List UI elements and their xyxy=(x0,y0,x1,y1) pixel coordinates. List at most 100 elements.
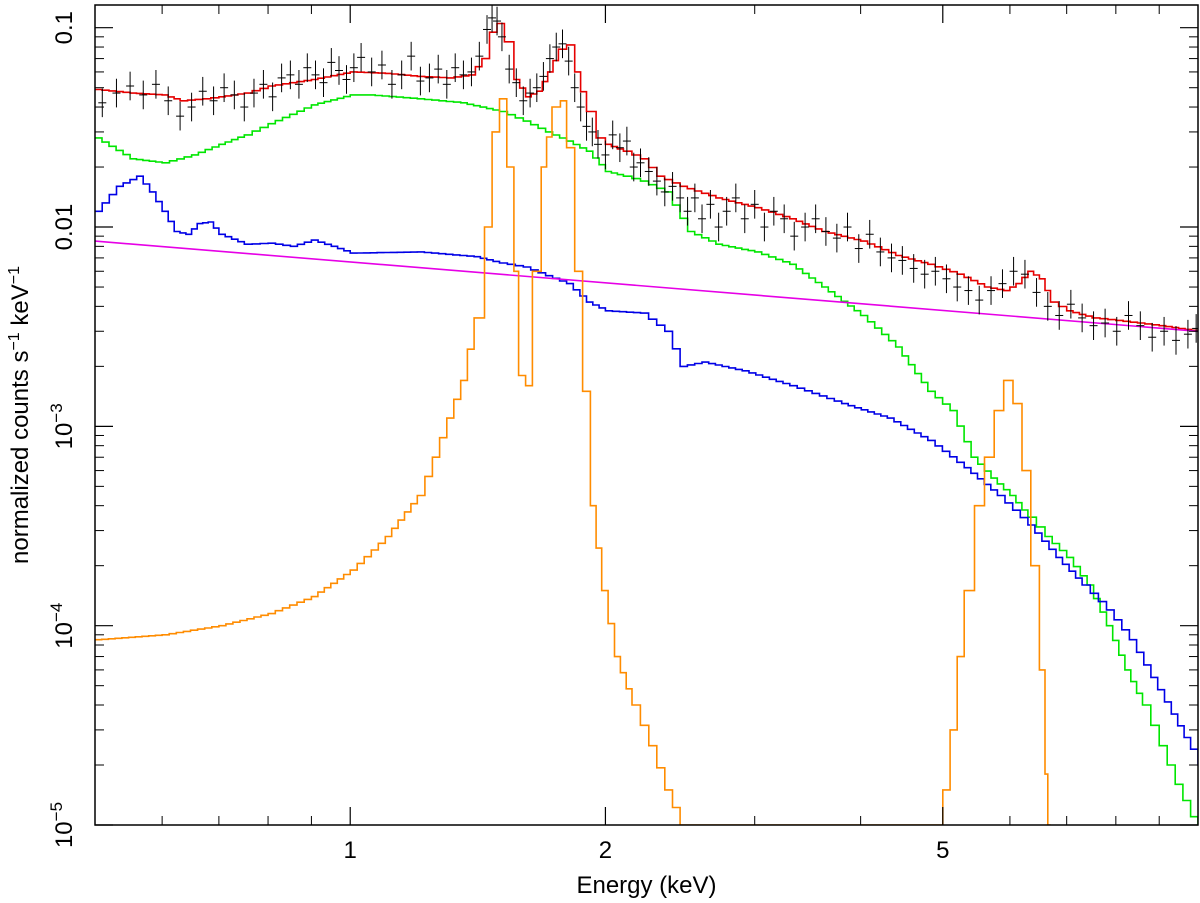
data-point xyxy=(249,78,258,108)
tick-labels-layer: 1 2 5 0.1 0.01 10−3 10−4 10−5 xyxy=(47,11,949,864)
data-point xyxy=(1089,311,1098,340)
data-point xyxy=(750,189,759,219)
data-point xyxy=(821,217,830,246)
data-point xyxy=(327,48,336,77)
data-point xyxy=(416,66,425,96)
data-point xyxy=(1160,316,1169,346)
data-point xyxy=(539,62,548,91)
data-point xyxy=(854,234,863,263)
data-point xyxy=(240,92,249,122)
data-point xyxy=(564,46,573,76)
data-point xyxy=(467,57,476,87)
data-point xyxy=(475,41,484,71)
data-point xyxy=(1172,326,1181,355)
y-tick-label: 0.01 xyxy=(51,204,78,251)
data-point xyxy=(1020,259,1029,289)
data-point xyxy=(1101,308,1110,338)
data-point xyxy=(532,73,541,103)
data-point xyxy=(909,254,918,283)
data-point xyxy=(277,63,286,93)
data-point xyxy=(887,243,896,273)
data-point xyxy=(636,148,645,178)
data-point xyxy=(558,29,567,59)
ticks-layer xyxy=(94,5,1198,826)
data-point xyxy=(526,78,535,108)
data-point xyxy=(349,53,358,83)
data-point xyxy=(442,69,451,99)
data-point xyxy=(139,80,148,110)
data-point xyxy=(1009,256,1018,286)
data-point xyxy=(608,120,617,150)
data-point xyxy=(230,80,239,110)
data-point xyxy=(942,264,951,294)
data-point xyxy=(497,22,506,52)
data-point xyxy=(601,140,610,170)
blue-component-line xyxy=(95,175,1198,766)
data-point xyxy=(1032,278,1041,307)
x-tick-label: 2 xyxy=(599,837,612,864)
data-point xyxy=(387,69,396,99)
data-point xyxy=(731,183,740,213)
data-point xyxy=(286,60,295,90)
data-point xyxy=(483,15,492,44)
data-point xyxy=(876,237,885,267)
data-point xyxy=(593,129,602,159)
data-point xyxy=(451,53,460,83)
data-point xyxy=(576,92,585,122)
data-point xyxy=(259,69,268,99)
data-point xyxy=(459,60,468,90)
data-point xyxy=(164,86,173,116)
data-point xyxy=(644,157,653,186)
data-point xyxy=(1043,292,1052,321)
data-point xyxy=(334,56,343,85)
data-point xyxy=(493,6,502,36)
data-point xyxy=(303,53,312,83)
data-point xyxy=(832,223,841,253)
data-point xyxy=(987,276,996,305)
data-point xyxy=(714,212,723,242)
data-point xyxy=(425,63,434,93)
data-point xyxy=(801,212,810,242)
data-point xyxy=(920,259,929,289)
series-layer xyxy=(95,22,1198,825)
data-point xyxy=(488,5,497,33)
data-point xyxy=(1066,289,1075,319)
data-point xyxy=(629,152,638,182)
data-point xyxy=(434,54,443,84)
data-point xyxy=(268,82,277,112)
data-point xyxy=(790,221,799,251)
data-point xyxy=(652,166,661,196)
data-point xyxy=(683,196,692,226)
data-point xyxy=(112,78,121,108)
data-point xyxy=(505,54,514,84)
plot-frame xyxy=(94,4,1199,826)
data-point xyxy=(367,57,376,87)
data-point xyxy=(1136,311,1145,340)
data-point xyxy=(1055,301,1064,330)
data-point xyxy=(512,68,521,97)
x-tick-label: 5 xyxy=(936,837,949,864)
data-point xyxy=(176,101,185,131)
data-point xyxy=(769,196,778,226)
data-point xyxy=(98,88,107,118)
data-point xyxy=(1078,303,1087,333)
data-point xyxy=(377,50,386,80)
data-point xyxy=(698,204,707,234)
data-point xyxy=(342,65,351,94)
data-point xyxy=(545,44,554,73)
data-point xyxy=(1183,319,1192,349)
data-point xyxy=(1112,316,1121,346)
data-point xyxy=(552,32,561,62)
data-point xyxy=(187,92,196,122)
data-point xyxy=(865,219,874,249)
data-point xyxy=(740,204,749,234)
data-point xyxy=(931,256,940,286)
y-tick-label: 0.1 xyxy=(51,11,78,44)
data-point xyxy=(397,60,406,90)
data-point xyxy=(660,177,669,207)
y-tick-label: 10−4 xyxy=(47,603,78,649)
data-point xyxy=(319,68,328,97)
data-point xyxy=(357,43,366,72)
total-model-line xyxy=(95,22,1198,333)
